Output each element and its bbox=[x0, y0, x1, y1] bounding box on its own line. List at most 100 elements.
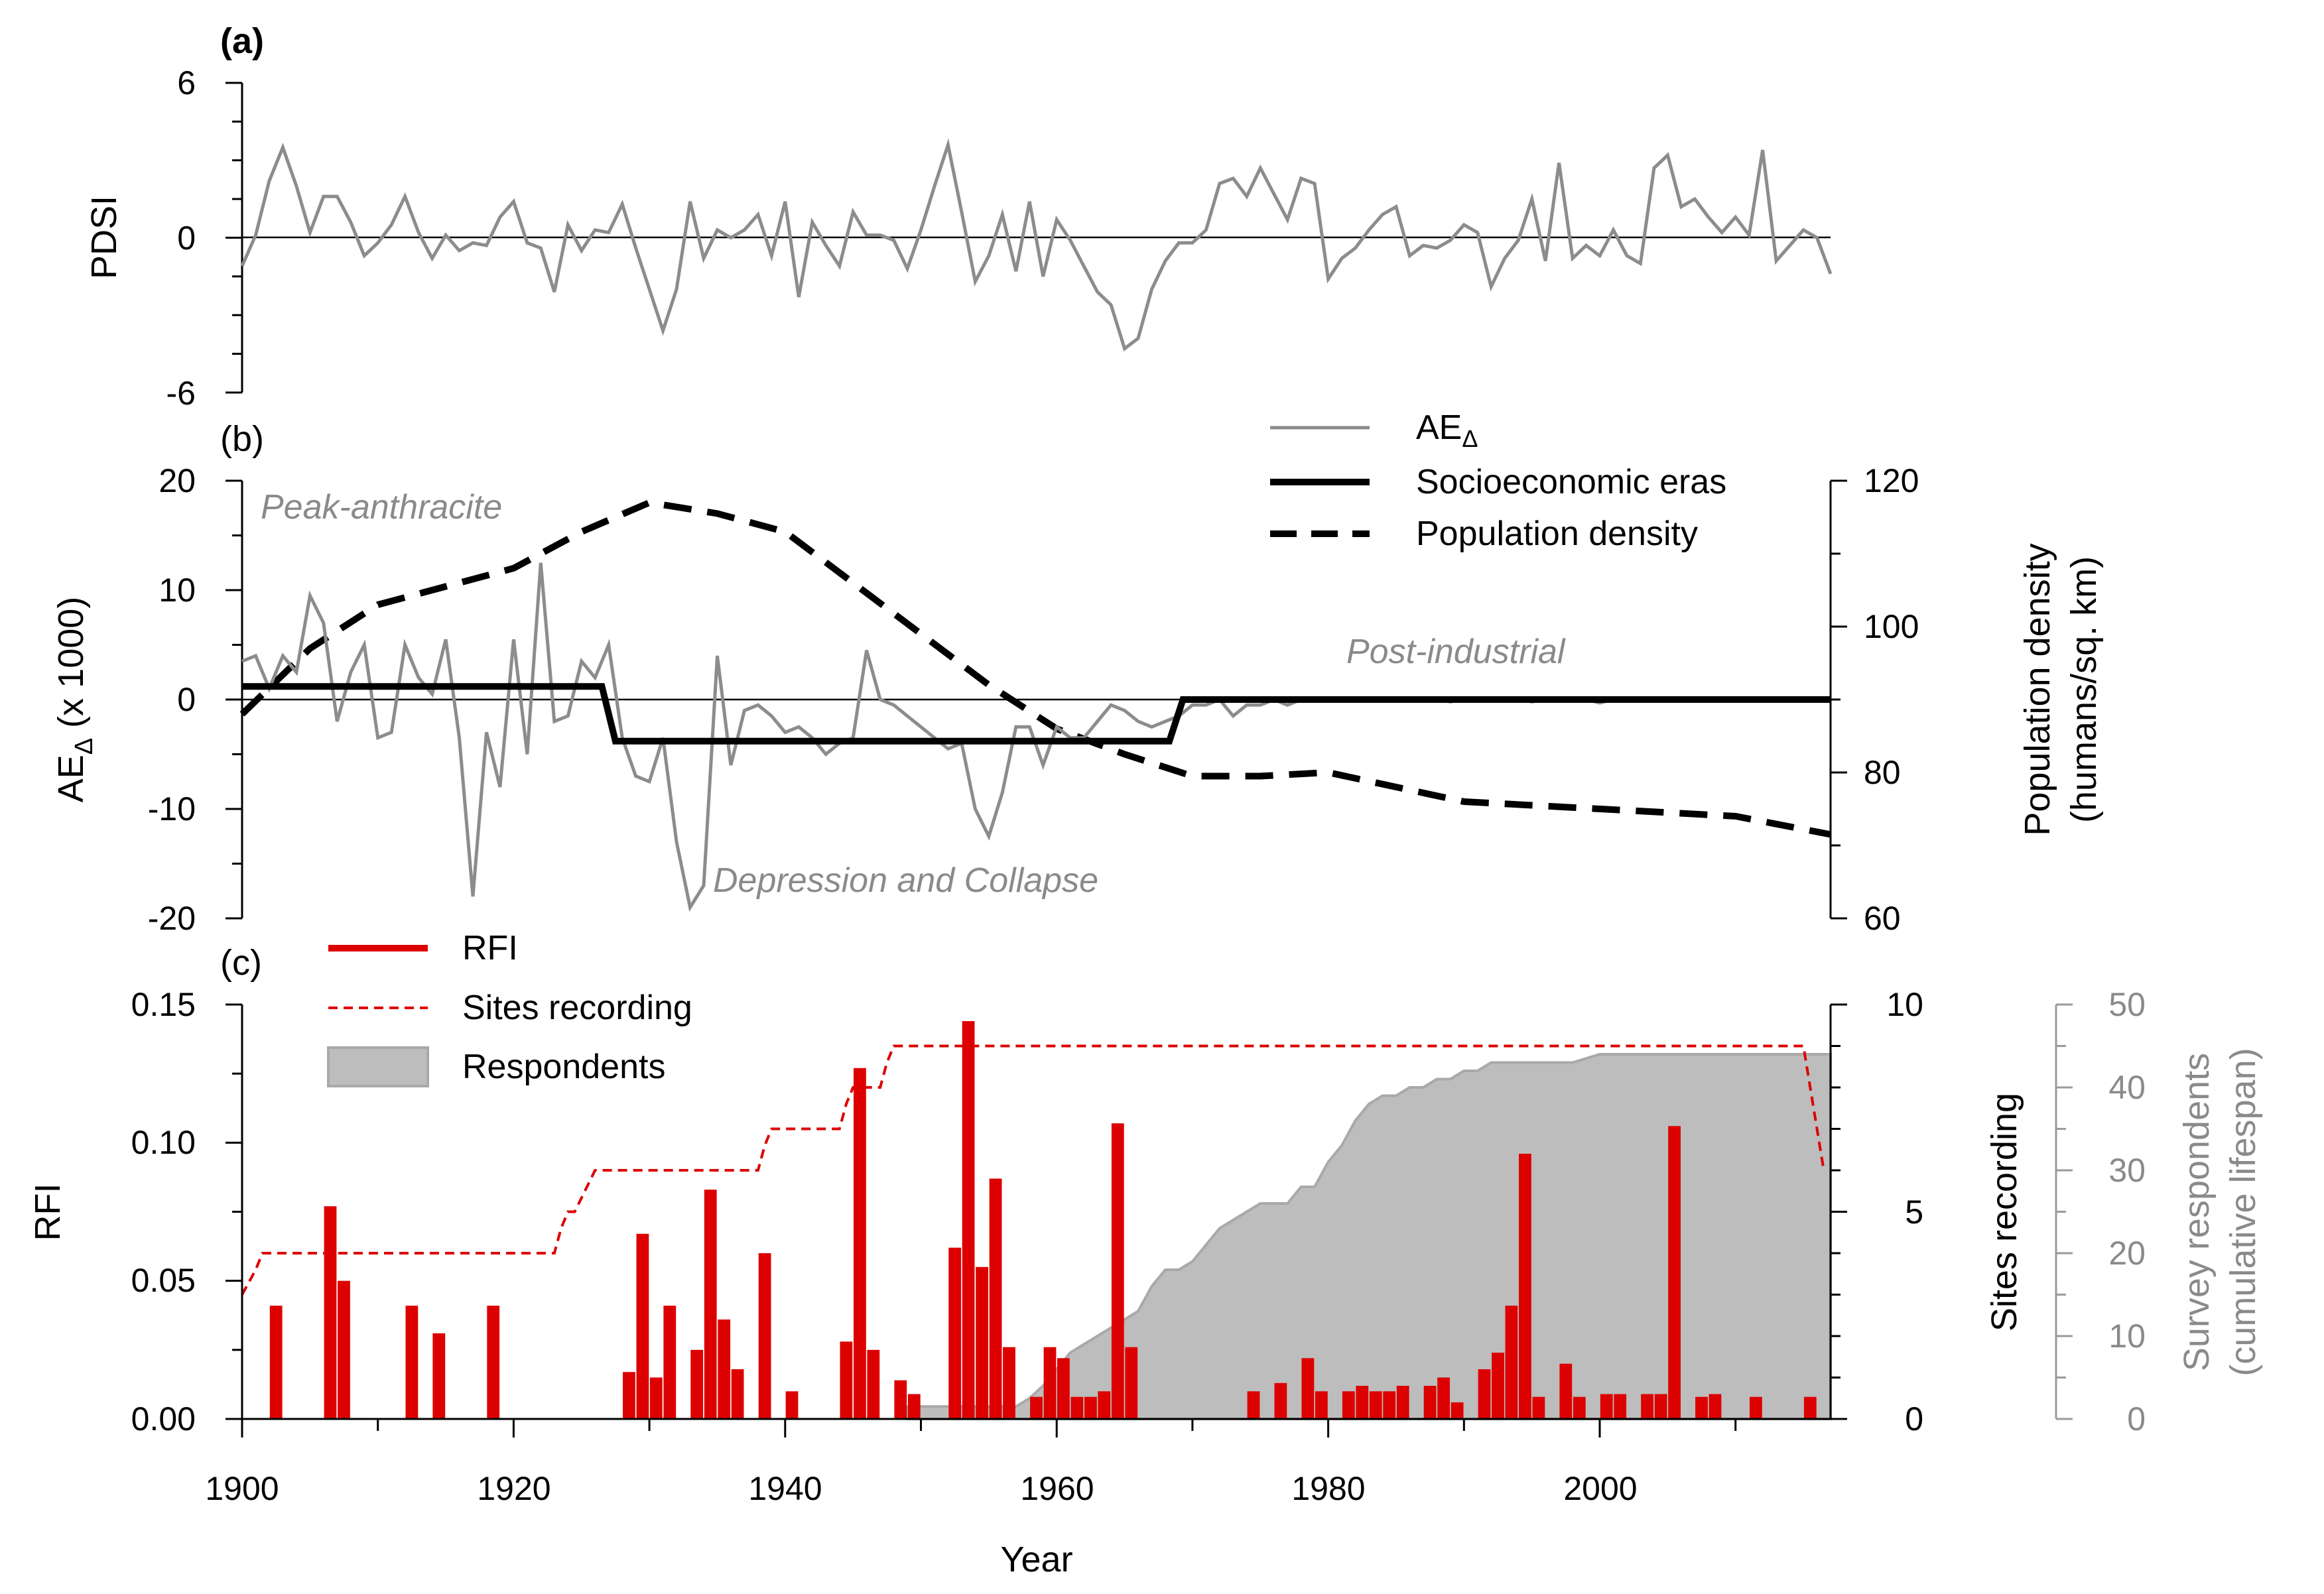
rfi-bar bbox=[1709, 1394, 1722, 1419]
rfi-bar bbox=[1315, 1391, 1328, 1419]
xtick-2000: 2000 bbox=[1563, 1470, 1637, 1507]
rfi-bar bbox=[1437, 1377, 1450, 1419]
panel-b-y2tick-100: 100 bbox=[1864, 608, 1919, 645]
rfi-bar bbox=[976, 1266, 988, 1419]
xtick-1900: 1900 bbox=[205, 1470, 279, 1507]
panel-c-y2tick-0: 0 bbox=[1905, 1400, 1923, 1438]
panel-c-y3label-line1: Survey respondents bbox=[2177, 1053, 2217, 1371]
panel-a-ytick-6: 6 bbox=[177, 64, 196, 101]
panel-c-y3tick-50: 50 bbox=[2108, 986, 2146, 1023]
rfi-bar bbox=[1098, 1391, 1111, 1419]
panel-c-y3tick-40: 40 bbox=[2108, 1069, 2146, 1106]
panel-b-y2tick-60: 60 bbox=[1864, 900, 1901, 937]
panel-b-y2tick-120: 120 bbox=[1864, 462, 1919, 499]
pdsi-series-line bbox=[240, 138, 1833, 351]
panel-c-y3label-line2: (cumulative lifespan) bbox=[2223, 1048, 2263, 1376]
rfi-bar bbox=[1057, 1358, 1070, 1419]
panel-c-ytick-015: 0.15 bbox=[131, 986, 196, 1023]
panel-c-y2tick-10: 10 bbox=[1886, 986, 1923, 1023]
legend-eras-label: Socioeconomic eras bbox=[1416, 463, 1726, 501]
panel-c-y3tick-20: 20 bbox=[2108, 1235, 2146, 1272]
rfi-bar bbox=[1423, 1386, 1437, 1419]
panel-c-y2tick-5: 5 bbox=[1905, 1194, 1923, 1231]
xtick-1940: 1940 bbox=[748, 1470, 822, 1507]
rfi-bar bbox=[1573, 1396, 1586, 1419]
respondents-area bbox=[906, 1053, 1832, 1420]
annotation-peak-anthracite: Peak-anthracite bbox=[261, 488, 502, 526]
socioeconomic-eras-line bbox=[242, 683, 1831, 745]
rfi-bar bbox=[731, 1369, 744, 1419]
rfi-bar bbox=[623, 1372, 635, 1419]
panel-c-y2label: Sites recording bbox=[1984, 1093, 2024, 1331]
xtick-1960: 1960 bbox=[1020, 1470, 1094, 1507]
rfi-bar bbox=[1070, 1396, 1084, 1419]
rfi-bar bbox=[1003, 1347, 1015, 1419]
panel-b-y2label-line1: Population density bbox=[2018, 543, 2057, 835]
panel-label-b: (b) bbox=[220, 419, 264, 459]
legend-respondents-swatch bbox=[327, 1046, 429, 1087]
panel-c-ytick-005: 0.05 bbox=[131, 1262, 196, 1299]
panel-b-y2tick-80: 80 bbox=[1864, 754, 1901, 791]
panel-a-ylabel: PDSI bbox=[84, 196, 124, 279]
panel-c-y3tick-30: 30 bbox=[2108, 1152, 2146, 1189]
rfi-bar bbox=[487, 1306, 500, 1419]
rfi-bar bbox=[1641, 1394, 1653, 1419]
ae-delta-series-line bbox=[241, 562, 1817, 912]
panel-c-ytick-010: 0.10 bbox=[131, 1124, 196, 1161]
rfi-bar bbox=[1695, 1396, 1708, 1419]
legend-ae-label: AEΔ bbox=[1416, 408, 1478, 452]
rfi-bar bbox=[269, 1306, 283, 1419]
rfi-bar bbox=[1492, 1353, 1504, 1419]
rfi-bar bbox=[324, 1206, 337, 1419]
rfi-bar bbox=[1519, 1154, 1531, 1419]
rfi-bar bbox=[989, 1178, 1002, 1419]
rfi-bar bbox=[432, 1333, 446, 1419]
rfi-bar bbox=[405, 1306, 419, 1419]
rfi-bar bbox=[1342, 1391, 1355, 1419]
rfi-bar bbox=[1668, 1126, 1681, 1419]
rfi-bar bbox=[1532, 1396, 1545, 1419]
rfi-bar bbox=[854, 1068, 866, 1419]
panel-c-y3tick-0: 0 bbox=[2127, 1400, 2146, 1438]
rfi-bar bbox=[1478, 1369, 1491, 1419]
rfi-bar bbox=[907, 1394, 921, 1419]
rfi-bar bbox=[1600, 1394, 1613, 1419]
rfi-bar bbox=[1247, 1391, 1260, 1419]
panel-b: 20 10 0 -10 -20 120 100 80 60 AEΔ (x 100… bbox=[51, 408, 2104, 937]
rfi-bar bbox=[1559, 1363, 1573, 1419]
panel-a-ytick-0: 0 bbox=[177, 219, 196, 257]
legend-sites-label: Sites recording bbox=[462, 989, 692, 1027]
rfi-bar bbox=[1301, 1358, 1315, 1419]
rfi-bar bbox=[867, 1349, 880, 1419]
legend-rfi-label: RFI bbox=[462, 929, 518, 967]
rfi-bar bbox=[948, 1247, 962, 1419]
xtick-1920: 1920 bbox=[477, 1470, 550, 1507]
rfi-bar bbox=[1125, 1347, 1138, 1419]
rfi-bar bbox=[649, 1377, 663, 1419]
rfi-bar bbox=[758, 1253, 771, 1419]
legend-popdensity-label: Population density bbox=[1416, 515, 1698, 553]
panel-b-ytick-neg10: -10 bbox=[148, 790, 196, 828]
panel-b-legend: AEΔ Socioeconomic eras Population densit… bbox=[1270, 408, 1726, 553]
panel-b-ytick-20: 20 bbox=[159, 462, 196, 499]
panel-c-ylabel: RFI bbox=[28, 1184, 68, 1241]
rfi-bar bbox=[718, 1319, 731, 1419]
rfi-bar bbox=[1654, 1394, 1667, 1419]
panel-b-y2label-line2: (humans/sq. km) bbox=[2064, 556, 2104, 823]
legend-respondents-label: Respondents bbox=[462, 1048, 665, 1086]
rfi-bar bbox=[1084, 1396, 1097, 1419]
rfi-bar bbox=[1750, 1396, 1762, 1419]
panel-b-ytick-10: 10 bbox=[159, 572, 196, 609]
panel-b-ytick-neg20: -20 bbox=[148, 900, 196, 937]
rfi-bar bbox=[690, 1349, 704, 1419]
rfi-bar bbox=[1614, 1394, 1627, 1419]
panel-c: 0.15 0.10 0.05 0.00 10 5 0 50 40 30 20 1… bbox=[28, 929, 2263, 1579]
panel-b-ylabel: AEΔ (x 1000) bbox=[51, 597, 98, 803]
panel-c-ytick-000: 0.00 bbox=[131, 1400, 196, 1438]
rfi-bar bbox=[894, 1380, 907, 1419]
panel-a: 6 0 -6 PDSI bbox=[84, 64, 1833, 412]
rfi-bar bbox=[1505, 1306, 1518, 1419]
panel-label-c: (c) bbox=[220, 943, 262, 983]
annotation-post-industrial: Post-industrial bbox=[1346, 633, 1566, 671]
